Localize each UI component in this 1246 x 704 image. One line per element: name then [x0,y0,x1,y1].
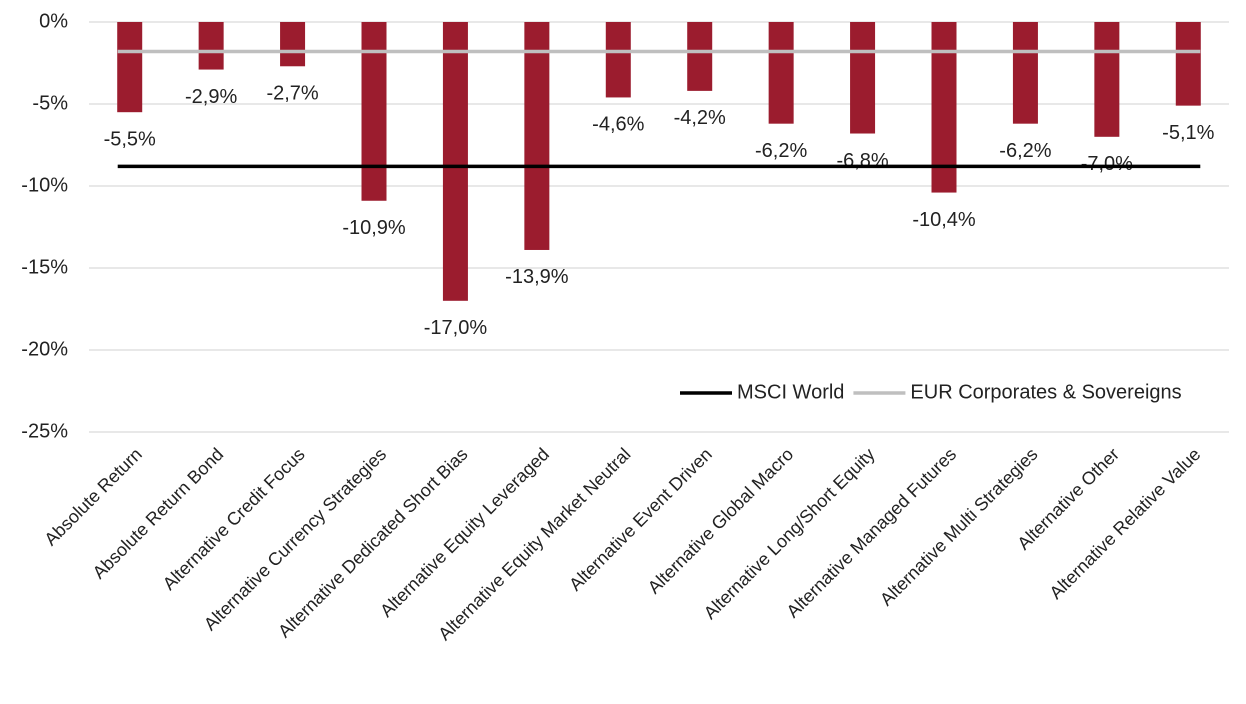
bar [280,22,306,67]
bar [117,22,143,113]
value-label: -5,5% [104,128,156,150]
legend-label: EUR Corporates & Sovereigns [910,381,1181,403]
value-label: -13,9% [505,266,569,288]
bar [361,22,387,201]
bar [1175,22,1201,106]
value-label: -2,9% [185,86,237,108]
x-tick-label: Alternative Event Driven [565,444,716,595]
bar [198,22,224,70]
y-tick-label: -20% [21,338,68,360]
y-tick-label: 0% [39,10,68,32]
value-label: -4,6% [592,114,644,136]
value-label: -10,9% [342,217,406,239]
bar [524,22,550,250]
value-label: -6,2% [999,140,1051,162]
legend-label: MSCI World [737,381,844,403]
bar [1012,22,1038,124]
x-tick-label: Alternative Global Macro [644,444,798,598]
value-label: -4,2% [674,107,726,129]
x-tick-label: Alternative Relative Value [1046,444,1205,603]
bar [850,22,876,134]
value-label: -6,2% [755,140,807,162]
x-tick-label: Alternative Credit Focus [159,444,309,594]
bar [442,22,468,301]
value-label: -2,7% [266,83,318,105]
x-tick-label: Alternative Managed Futures [783,444,961,622]
value-label: -10,4% [912,209,976,231]
x-tick-label: Absolute Return Bond [89,444,228,583]
y-tick-label: -25% [21,420,68,442]
y-tick-label: -15% [21,256,68,278]
bar [605,22,631,98]
value-label: -17,0% [424,317,488,339]
y-tick-label: -5% [32,92,68,114]
bar [768,22,794,124]
bar [687,22,713,91]
value-label: -5,1% [1162,122,1214,144]
y-tick-label: -10% [21,174,68,196]
value-label: -6,8% [836,150,888,172]
x-tick-label: Alternative Equity Leveraged [376,444,553,621]
bar [1094,22,1120,137]
value-label: -7,0% [1081,153,1133,175]
x-tick-label: Alternative Multi Strategies [876,444,1042,610]
x-tick-label: Alternative Long/Short Equity [700,444,879,623]
